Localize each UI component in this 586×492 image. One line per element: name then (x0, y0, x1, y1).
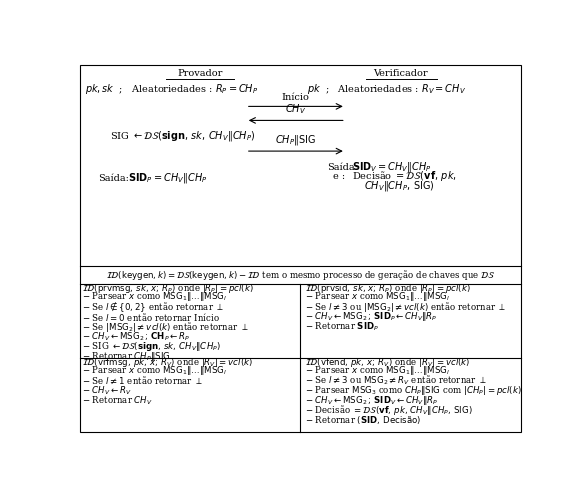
Text: Decisão $= \mathcal{DS}(\mathbf{vf},\, pk,$: Decisão $= \mathcal{DS}(\mathbf{vf},\, p… (352, 169, 456, 184)
Text: $-$ Se $l \notin \{0, 2\}$ então retornar $\perp$: $-$ Se $l \notin \{0, 2\}$ então retorna… (82, 300, 224, 314)
Text: $\mathcal{ID}(\mathrm{vrfmsg},\, pk,\, x;\, R_V)$ onde $|R_V| = vcl(k)$: $\mathcal{ID}(\mathrm{vrfmsg},\, pk,\, x… (82, 356, 253, 369)
Text: $-$ Se $l = 0$ então retornar Início: $-$ Se $l = 0$ então retornar Início (82, 310, 220, 323)
Text: $pk, sk$  ;   Aleatoriedades : $R_P = CH_P$: $pk, sk$ ; Aleatoriedades : $R_P = CH_P$ (84, 82, 258, 96)
Text: $-$ Retornar $CH_P \| \mathrm{SIG}$: $-$ Retornar $CH_P \| \mathrm{SIG}$ (82, 349, 171, 363)
Text: Saída:: Saída: (98, 174, 129, 183)
Text: Provador: Provador (178, 69, 223, 78)
Text: $\mathbf{SID}_P = CH_V \| CH_P$: $\mathbf{SID}_P = CH_V \| CH_P$ (128, 171, 207, 185)
Text: $-$ $CH_V \leftarrow \mathrm{MSG}_2\,;\, \mathbf{SID}_P \leftarrow CH_V \| R_P$: $-$ $CH_V \leftarrow \mathrm{MSG}_2\,;\,… (305, 310, 437, 323)
Text: $-$ Retornar $CH_V$: $-$ Retornar $CH_V$ (82, 394, 153, 406)
Text: SIG $\leftarrow \mathcal{DS}(\mathbf{sign},\, sk,\, CH_V \| CH_P)$: SIG $\leftarrow \mathcal{DS}(\mathbf{sig… (110, 129, 255, 143)
Text: Saída:: Saída: (326, 162, 357, 172)
Text: $\mathcal{ID}(\mathrm{vfend},\, pk,\, x;\, R_V)$ onde $|R_V| = vcl(k)$: $\mathcal{ID}(\mathrm{vfend},\, pk,\, x;… (305, 356, 470, 369)
Text: $-$ Se $l \neq 3$ ou $|\mathrm{MSG}_2| \neq vcl(k)$ então retornar $\perp$: $-$ Se $l \neq 3$ ou $|\mathrm{MSG}_2| \… (305, 300, 506, 314)
Text: $-$ $CH_V \leftarrow \mathrm{MSG}_2\,;\, \mathbf{SID}_V \leftarrow CH_V \| R_P$: $-$ $CH_V \leftarrow \mathrm{MSG}_2\,;\,… (305, 394, 438, 407)
Text: $-$ $CH_V \leftarrow \mathrm{MSG}_2\,;\, \mathbf{CH}_P \leftarrow R_P$: $-$ $CH_V \leftarrow \mathrm{MSG}_2\,;\,… (82, 330, 190, 342)
Text: $\mathcal{ID}(\mathrm{prvsid},\, sk,\, x;\, R_P)$ onde $|R_P| = pcl(k)$: $\mathcal{ID}(\mathrm{prvsid},\, sk,\, x… (305, 282, 471, 295)
Text: $-$ Parsear $x$ como $\mathrm{MSG}_1 \| \ldots \| \mathrm{MSG}_l$: $-$ Parsear $x$ como $\mathrm{MSG}_1 \| … (82, 364, 227, 377)
Text: $-$ Retornar $\mathbf{SID}_P$: $-$ Retornar $\mathbf{SID}_P$ (305, 320, 379, 333)
Text: $CH_V$: $CH_V$ (285, 102, 306, 116)
Text: $CH_V \| CH_P,\, \mathrm{SIG})$: $CH_V \| CH_P,\, \mathrm{SIG})$ (364, 179, 435, 193)
Text: $-$ $CH_V \leftarrow R_V$: $-$ $CH_V \leftarrow R_V$ (82, 384, 132, 397)
Text: $-$ Se $|\mathrm{MSG}_2| \neq vcl(k)$ então retornar $\perp$: $-$ Se $|\mathrm{MSG}_2| \neq vcl(k)$ en… (82, 319, 249, 334)
Text: $\mathcal{ID}(\mathrm{prvmsg},\, sk,\, x;\, R_P)$ onde $|R_P| = pcl(k)$: $\mathcal{ID}(\mathrm{prvmsg},\, sk,\, x… (82, 282, 254, 295)
Text: $-$ Se $l \neq 1$ então retornar $\perp$: $-$ Se $l \neq 1$ então retornar $\perp$ (82, 375, 203, 386)
Text: $-$ Parsear $x$ como $\mathrm{MSG}_1 \| \ldots \| \mathrm{MSG}_l$: $-$ Parsear $x$ como $\mathrm{MSG}_1 \| … (82, 290, 227, 304)
Text: e :: e : (333, 172, 345, 181)
Text: Início: Início (282, 93, 310, 102)
Text: $-$ Decisão $= \mathcal{DS}(\mathbf{vf},\, pk,\, CH_V \| CH_P,\, \mathrm{SIG})$: $-$ Decisão $= \mathcal{DS}(\mathbf{vf},… (305, 403, 472, 417)
Text: $-$ Parsear $\mathrm{MSG}_3$ como $CH_P \| \mathrm{SIG}$ com $|CH_P| = pcl(k)$: $-$ Parsear $\mathrm{MSG}_3$ como $CH_P … (305, 384, 522, 397)
Text: Verificador: Verificador (373, 69, 428, 78)
Text: $\mathbf{SID}_V = CH_V \| CH_P$: $\mathbf{SID}_V = CH_V \| CH_P$ (352, 160, 432, 174)
Text: $-$ Parsear $x$ como $\mathrm{MSG}_1 \| \ldots \| \mathrm{MSG}_l$: $-$ Parsear $x$ como $\mathrm{MSG}_1 \| … (305, 290, 450, 304)
Text: $-$ Parsear $x$ como $\mathrm{MSG}_1 \| \ldots \| \mathrm{MSG}_l$: $-$ Parsear $x$ como $\mathrm{MSG}_1 \| … (305, 364, 450, 377)
Text: $CH_P \| \mathrm{SIG}$: $CH_P \| \mathrm{SIG}$ (275, 132, 316, 147)
Text: $-$ Retornar $(\mathbf{SID},\, \mathrm{Decisão})$: $-$ Retornar $(\mathbf{SID},\, \mathrm{D… (305, 414, 421, 426)
Text: $pk$  ;   Aleatoriedades : $R_V = CH_V$: $pk$ ; Aleatoriedades : $R_V = CH_V$ (307, 82, 466, 96)
Text: $-$ Se $l \neq 3$ ou $\mathrm{MSG}_2 \neq R_V$ então retornar $\perp$: $-$ Se $l \neq 3$ ou $\mathrm{MSG}_2 \ne… (305, 374, 487, 387)
Text: $\mathcal{ID}(\mathrm{keygen}, k) = \mathcal{DS}(\mathrm{keygen}, k) - \mathcal{: $\mathcal{ID}(\mathrm{keygen}, k) = \mat… (105, 268, 495, 282)
Text: $-$ SIG $\leftarrow \mathcal{DS}(\mathbf{sign},\, sk,\, CH_V \| CH_P)$: $-$ SIG $\leftarrow \mathcal{DS}(\mathbf… (82, 339, 222, 353)
